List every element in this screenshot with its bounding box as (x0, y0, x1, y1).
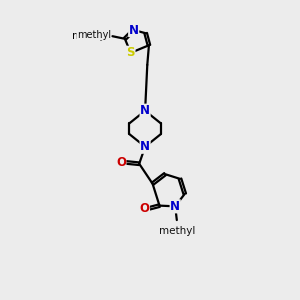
Text: N: N (170, 200, 180, 213)
Text: methyl: methyl (77, 30, 111, 40)
Text: N: N (129, 23, 139, 37)
Text: N: N (140, 140, 150, 153)
Text: N: N (140, 104, 150, 117)
Text: methyl: methyl (159, 226, 195, 236)
Text: methyl: methyl (72, 31, 109, 41)
Text: O: O (116, 156, 126, 169)
Text: O: O (140, 202, 149, 215)
Text: S: S (126, 46, 135, 59)
